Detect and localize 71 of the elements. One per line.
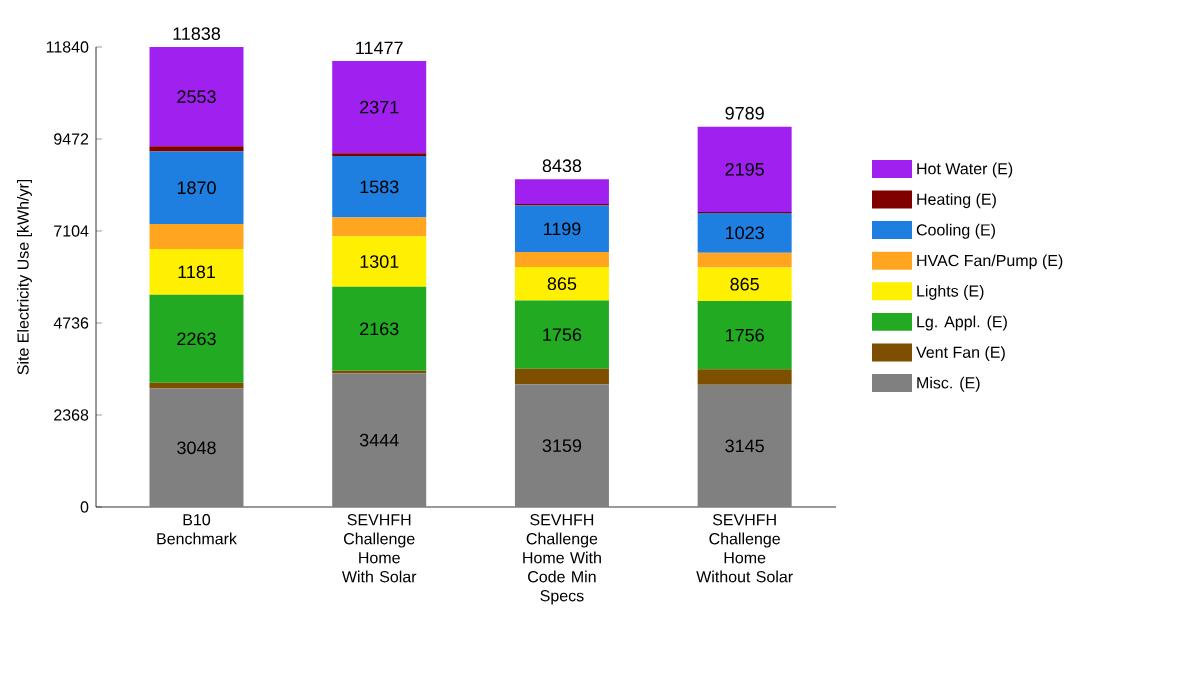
legend-label: Lg. Appl. (E) [917,315,1007,331]
bar [514,384,609,507]
data-label: 1756 [543,328,582,341]
legend-label: HVAC Fan/Pump (E) [917,254,1063,270]
y-axis-title: Site Electricity Use [kWh/yr] [16,179,32,375]
bar [514,205,609,253]
bar [697,384,792,507]
data-label: 2195 [725,162,764,176]
data-label: 1583 [360,180,399,194]
data-label: 3444 [359,433,399,447]
data-label: 1870 [177,181,216,195]
bar [332,286,427,371]
x-tick-label: B10 Benchmark [157,514,237,545]
bar [149,388,244,507]
x-tick-label: SEVHFH Challenge Home With Solar [341,514,417,583]
data-label: 1023 [726,226,764,240]
data-label: 865 [547,277,577,291]
legend-label: Heating (E) [917,193,996,209]
data-label: 1301 [360,255,399,268]
bar [514,368,609,385]
data-label: 1756 [726,328,764,342]
y-tick-label: 7104 [54,225,89,237]
legend-label: Vent Fan (E) [916,346,1005,362]
x-tick-label: SEVHFH Challenge Home Without Solar [696,514,793,583]
y-tick-label: 11840 [46,41,89,53]
data-label: 1181 [178,265,215,279]
bar [332,153,427,157]
y-tick-label: 9472 [54,133,89,145]
bar [149,294,244,383]
bar [697,369,792,385]
bar [332,156,427,218]
bar [514,179,609,205]
bar [149,47,244,147]
bar [332,373,427,507]
legend-label: Lights (E) [917,284,984,300]
total-label: 11838 [173,27,221,41]
bar [149,224,244,249]
y-tick-label: 4736 [53,317,89,329]
total-label: 8438 [542,159,582,173]
legend-label: Cooling (E) [916,223,996,239]
data-label: 1199 [543,222,581,236]
bar [149,382,244,389]
bar [332,217,427,237]
bar [697,301,792,370]
bar [149,248,244,295]
data-label: 3145 [725,439,764,453]
x-tick-label: SEVHFH Challenge Home With Code Min Specs [523,514,601,605]
bar [697,126,792,212]
bar [149,151,244,225]
total-label: 9789 [725,106,764,120]
bar [332,61,427,154]
y-tick-label: 2368 [54,409,89,421]
bar [697,267,792,302]
data-label: 2263 [177,332,216,346]
total-label: 11477 [356,41,403,55]
data-label: 3048 [177,441,216,455]
data-label: 2163 [360,322,399,336]
y-tick-label: 0 [80,501,89,513]
bar [514,252,609,267]
bar [697,212,792,253]
bar [514,266,609,301]
legend-label: Hot Water (E) [917,162,1013,178]
bar [697,252,792,268]
bar [149,146,244,152]
data-label: 2371 [360,100,399,114]
bar [332,236,427,287]
legend-label: Misc. (E) [917,376,980,392]
data-label: 3159 [542,439,582,453]
bar [514,300,609,369]
data-label: 865 [730,277,759,291]
data-label: 2553 [177,90,216,104]
